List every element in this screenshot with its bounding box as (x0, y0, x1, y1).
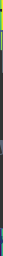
Polygon shape (1, 96, 2, 99)
Polygon shape (1, 99, 2, 228)
Title: Protein per 100 grams: Protein per 100 grams (0, 5, 3, 24)
Text: © CowboyWay.com: © CowboyWay.com (0, 135, 3, 155)
